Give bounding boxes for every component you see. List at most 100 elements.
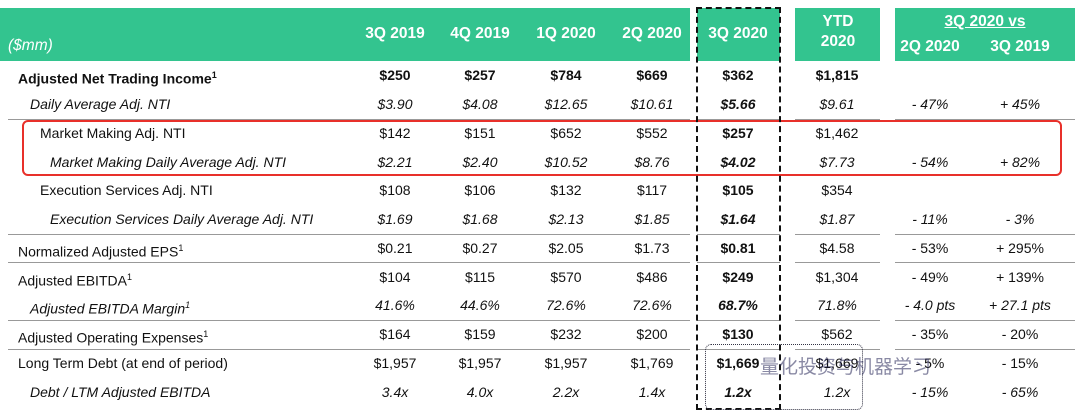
value-cell: $200 — [636, 326, 668, 343]
value-cell: $159 — [464, 326, 496, 343]
value-cell: $486 — [636, 268, 668, 285]
row-separator — [895, 233, 1075, 235]
value-cell: $2.05 — [548, 239, 584, 256]
value-cell: $5.66 — [720, 96, 756, 113]
change-cell: - 54% — [911, 153, 949, 170]
ytd-line: YTD — [822, 13, 854, 30]
header-band — [795, 8, 880, 61]
change-cell: - 53% — [911, 239, 949, 256]
value-cell: $0.27 — [462, 239, 498, 256]
value-cell: $1.64 — [720, 211, 756, 228]
row-separator — [8, 262, 690, 264]
row-separator — [795, 118, 880, 120]
value-cell: $1,669 — [815, 354, 859, 371]
row-label-text: Market Making Adj. NTI — [40, 124, 186, 141]
value-cell: $0.81 — [720, 239, 756, 256]
comparison-col: 3Q 2019 — [990, 38, 1050, 55]
value-cell: $106 — [464, 182, 496, 199]
value-cell: $0.21 — [377, 239, 413, 256]
comparison-title: 3Q 2020 vs — [895, 13, 1075, 31]
header-band — [697, 8, 780, 61]
value-cell: $362 — [722, 67, 754, 84]
row-label-text: Execution Services Adj. NTI — [40, 182, 213, 199]
column-header: 1Q 2020 — [536, 25, 596, 42]
value-cell: $108 — [379, 182, 411, 199]
value-cell: $4.02 — [720, 153, 756, 170]
row-label-text: Daily Average Adj. NTI — [30, 96, 171, 113]
change-cell: - 11% — [912, 211, 948, 228]
value-cell: $1.73 — [634, 239, 670, 256]
row-separator — [8, 348, 690, 350]
row-label-text: Execution Services Daily Average Adj. NT… — [50, 211, 314, 228]
row-label: Execution Services Adj. NTI — [40, 180, 213, 200]
header-band — [895, 8, 1075, 61]
row-label-text: Adjusted Operating Expenses — [18, 329, 204, 346]
value-cell: 4.0x — [466, 383, 494, 400]
footnote: 1 — [203, 329, 209, 340]
value-cell: 2.2x — [552, 383, 580, 400]
change-cell: - 15% — [1001, 354, 1039, 371]
row-separator — [697, 118, 780, 120]
row-separator — [795, 319, 880, 321]
change-cell: - 4.0 pts — [904, 297, 956, 314]
value-cell: $652 — [550, 124, 582, 141]
ytd-line: 2020 — [820, 33, 856, 50]
value-cell: $1.69 — [377, 211, 413, 228]
value-cell: $12.65 — [544, 96, 588, 113]
value-cell: 71.8% — [817, 297, 857, 314]
change-cell: + 82% — [999, 153, 1041, 170]
value-cell: $552 — [636, 124, 668, 141]
change-cell: + 27.1 pts — [989, 297, 1051, 314]
footnote: 1 — [211, 70, 217, 81]
change-cell: - 65% — [1001, 383, 1039, 400]
highlight-box — [22, 120, 1062, 176]
value-cell: $105 — [722, 182, 754, 199]
row-separator — [795, 233, 880, 235]
row-separator — [697, 348, 780, 350]
value-cell: $117 — [636, 182, 668, 199]
column-header: 3Q 2020 — [708, 25, 768, 42]
value-cell: $2.21 — [377, 153, 413, 170]
header-band — [0, 8, 690, 61]
value-cell: 1.4x — [638, 383, 666, 400]
value-cell: $3.90 — [377, 96, 413, 113]
value-cell: $130 — [722, 326, 754, 343]
value-cell: $7.73 — [819, 153, 855, 170]
value-cell: $8.76 — [634, 153, 670, 170]
row-label-text: Market Making Daily Average Adj. NTI — [50, 153, 287, 170]
change-cell: - 47% — [911, 96, 949, 113]
value-cell: $249 — [722, 268, 754, 285]
value-cell: $1.85 — [634, 211, 670, 228]
value-cell: $10.52 — [544, 153, 588, 170]
value-cell: $257 — [722, 124, 754, 141]
watermark: 量化投资与机器学习 — [760, 357, 932, 378]
row-separator — [8, 233, 690, 235]
value-cell: 1.2x — [724, 383, 752, 400]
row-label: Market Making Adj. NTI — [40, 123, 186, 143]
row-label-text: Adjusted EBITDA Margin — [30, 301, 186, 318]
change-cell: - 35% — [911, 326, 949, 343]
row-label: Adjusted Operating Expenses1 — [18, 324, 209, 346]
value-cell: $2.13 — [548, 211, 584, 228]
row-label-text: Debt / LTM Adjusted EBITDA — [30, 383, 211, 400]
row-separator — [895, 348, 1075, 350]
row-label: Normalized Adjusted EPS1 — [18, 238, 183, 260]
value-cell: 72.6% — [546, 297, 586, 314]
value-cell: $562 — [821, 326, 853, 343]
comparison-title-text: 3Q 2020 vs — [944, 13, 1026, 30]
change-cell: - 3% — [1005, 211, 1035, 228]
row-separator — [8, 319, 690, 321]
footnote: 1 — [185, 300, 191, 311]
change-cell: + 139% — [996, 268, 1044, 285]
value-cell: $1,669 — [716, 354, 760, 371]
change-cell: + 295% — [996, 239, 1044, 256]
row-separator — [795, 348, 880, 350]
value-cell: 72.6% — [632, 297, 672, 314]
row-separator — [795, 262, 880, 264]
value-cell: $4.58 — [819, 239, 855, 256]
row-separator — [697, 262, 780, 264]
value-cell: $1,304 — [815, 268, 859, 285]
row-label-text: Adjusted Net Trading Income — [18, 71, 212, 88]
value-cell: $1,462 — [815, 124, 859, 141]
